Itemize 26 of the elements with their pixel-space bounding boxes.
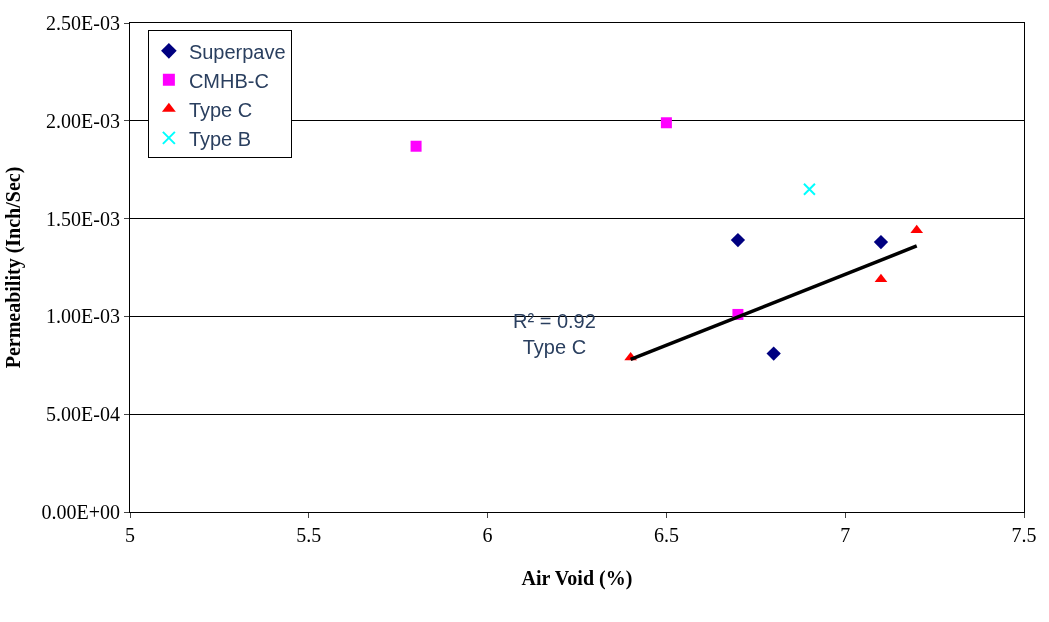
y-axis-title: Permeability (Inch/Sec): [2, 166, 25, 369]
x-tick-label: 6.5: [653, 524, 679, 546]
point: [730, 232, 746, 248]
point: [910, 224, 924, 234]
y-tick-label: 2.50E-03: [46, 12, 120, 34]
x-tick-label: 6: [482, 524, 493, 546]
y-tick-label: 1.50E-03: [46, 207, 120, 230]
annotation: R² = 0.92 Type C: [513, 310, 596, 358]
point: [410, 140, 422, 152]
legend-label: Superpave: [188, 40, 286, 63]
point: [660, 117, 672, 129]
y-tick-label: 0.00E+00: [41, 501, 120, 523]
point: [802, 182, 816, 196]
y-tick-label: 2.00E-03: [46, 109, 120, 132]
legend-label: Type C: [188, 98, 253, 121]
legend-label: CMHB-C: [188, 69, 269, 92]
x-tick-label: 5.5: [296, 524, 322, 546]
y-tick-label: 1.00E-03: [46, 305, 120, 328]
x-axis-title: Air Void (%): [521, 566, 633, 590]
point: [873, 234, 889, 250]
x-tick-label: 7.5: [1011, 524, 1037, 546]
point: [766, 346, 781, 361]
x-tick-label: 5: [125, 524, 135, 546]
y-tick-label: 5.00E-04: [46, 403, 120, 426]
x-tick-label: 7: [840, 524, 851, 546]
legend-label: Type B: [188, 127, 252, 150]
